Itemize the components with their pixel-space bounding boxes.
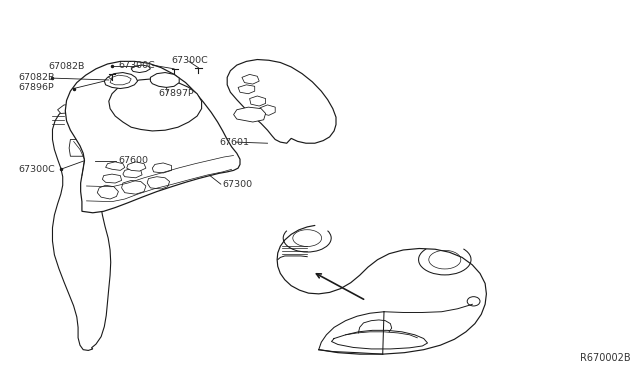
Polygon shape <box>110 75 131 85</box>
Polygon shape <box>127 162 146 171</box>
Polygon shape <box>106 162 125 170</box>
Polygon shape <box>227 60 336 143</box>
Polygon shape <box>238 85 255 94</box>
Polygon shape <box>122 180 146 194</box>
Text: 67600: 67600 <box>118 156 148 165</box>
Polygon shape <box>58 105 80 113</box>
Text: R670002B: R670002B <box>580 353 630 363</box>
Text: 67300C: 67300C <box>118 61 155 70</box>
Text: 67300C: 67300C <box>18 165 54 174</box>
Polygon shape <box>52 108 111 350</box>
Text: 67896P: 67896P <box>18 83 54 92</box>
Polygon shape <box>234 107 266 122</box>
Polygon shape <box>242 74 259 84</box>
Text: 67082B: 67082B <box>48 62 84 71</box>
Polygon shape <box>147 177 170 189</box>
Polygon shape <box>102 174 122 183</box>
Polygon shape <box>123 168 142 178</box>
Polygon shape <box>97 185 118 199</box>
Text: 67082B: 67082B <box>18 73 54 82</box>
Polygon shape <box>109 79 202 131</box>
Text: 67300: 67300 <box>223 180 253 189</box>
Ellipse shape <box>467 297 480 306</box>
Text: 67300C: 67300C <box>172 56 208 65</box>
Polygon shape <box>65 61 240 213</box>
Polygon shape <box>150 73 179 87</box>
Polygon shape <box>131 65 150 73</box>
Polygon shape <box>69 140 95 156</box>
Polygon shape <box>152 163 172 173</box>
Polygon shape <box>260 105 275 115</box>
Text: 67897P: 67897P <box>159 89 195 97</box>
Polygon shape <box>104 73 138 89</box>
Text: 67601: 67601 <box>219 138 249 147</box>
Polygon shape <box>250 96 266 106</box>
